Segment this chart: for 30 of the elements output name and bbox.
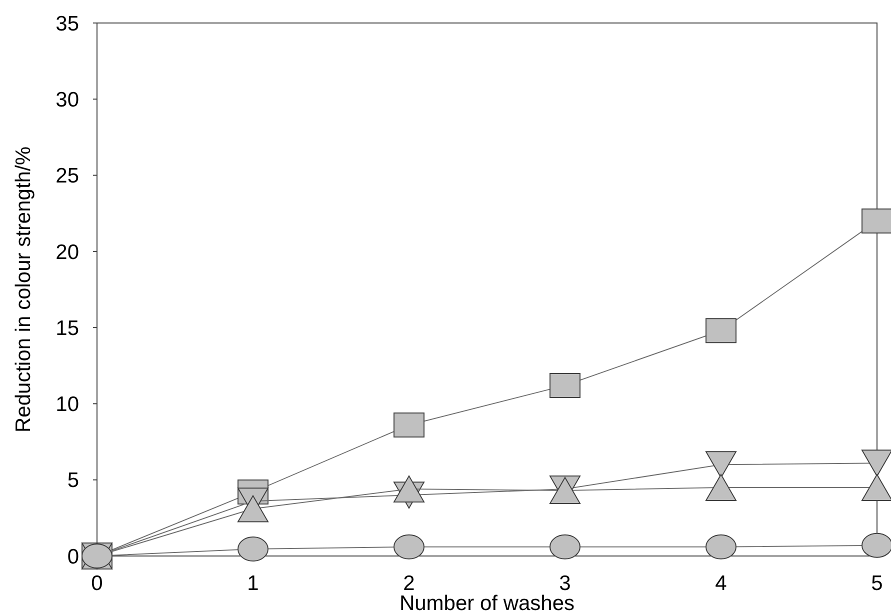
x-tick-label: 3 bbox=[559, 572, 571, 595]
y-tick-label: 10 bbox=[56, 393, 79, 416]
y-tick-label: 30 bbox=[56, 88, 79, 112]
x-tick-label: 4 bbox=[715, 572, 728, 595]
point bbox=[394, 412, 424, 438]
point bbox=[862, 208, 891, 234]
point bbox=[394, 475, 424, 502]
point bbox=[862, 532, 891, 558]
point bbox=[238, 536, 268, 562]
y-tick-label: 20 bbox=[56, 240, 79, 264]
point bbox=[238, 495, 268, 522]
y-tick-label: 0 bbox=[67, 545, 79, 568]
x-tick-label: 2 bbox=[403, 572, 415, 595]
y-axis-title: Reduction in colour strength/% bbox=[12, 146, 35, 432]
y-tick-label: 15 bbox=[56, 316, 79, 340]
x-tick-label: 1 bbox=[247, 572, 259, 595]
point bbox=[706, 474, 736, 501]
point bbox=[394, 534, 424, 560]
x-axis-title: Number of washes bbox=[399, 592, 575, 614]
y-tick-label: 25 bbox=[56, 164, 79, 188]
point bbox=[550, 534, 580, 560]
x-tick-label: 0 bbox=[91, 572, 103, 595]
point bbox=[706, 318, 736, 344]
y-tick-label: 35 bbox=[56, 12, 79, 36]
y-tick-label: 5 bbox=[67, 469, 79, 492]
x-tick-label: 5 bbox=[871, 572, 883, 595]
point bbox=[862, 450, 891, 477]
point bbox=[550, 372, 580, 398]
point bbox=[706, 534, 736, 560]
point bbox=[862, 474, 891, 501]
